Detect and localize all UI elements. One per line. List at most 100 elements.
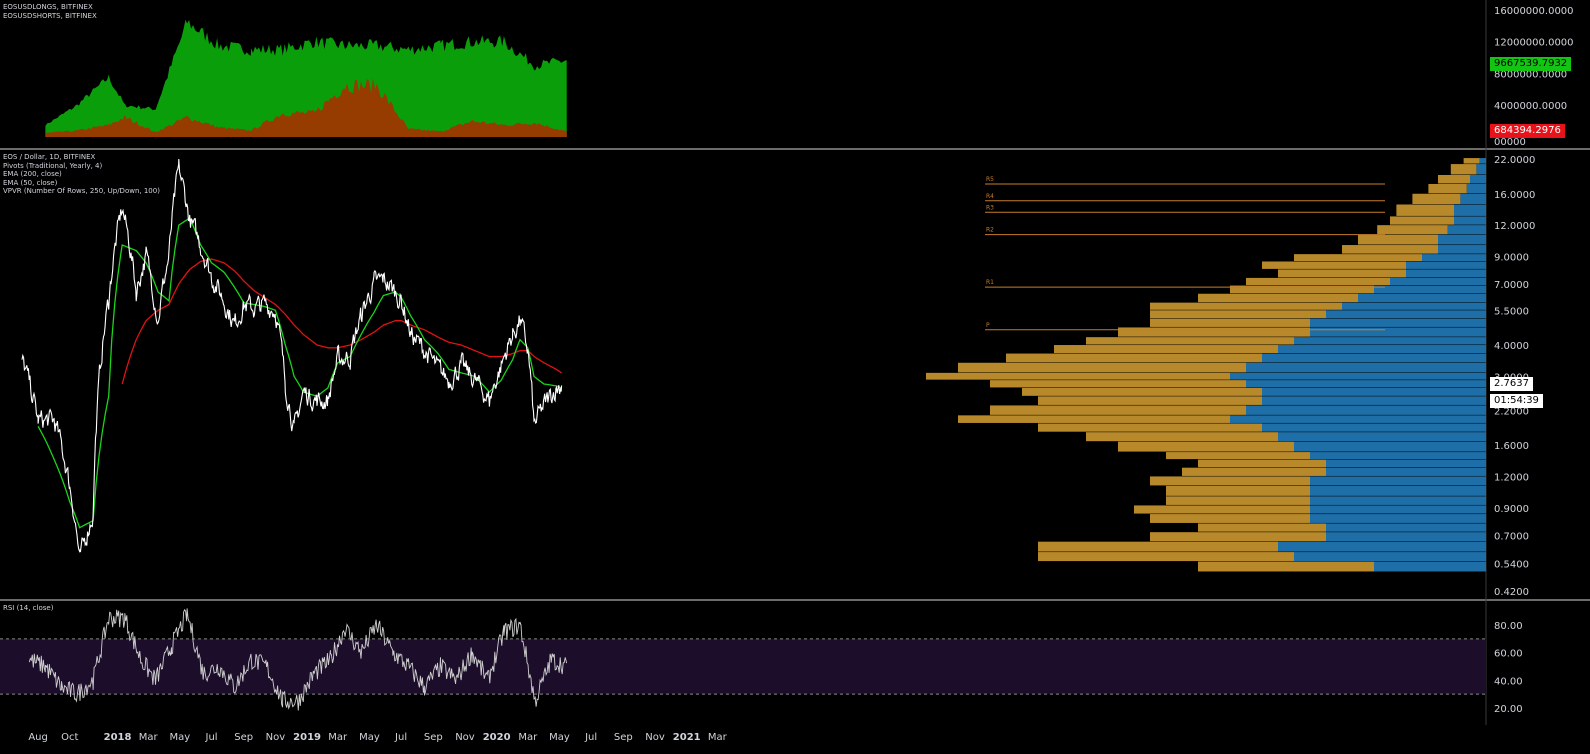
vpvr-up-bar (1166, 485, 1310, 496)
vpvr-down-bar (1246, 405, 1486, 415)
time-axis-label: 2019 (293, 732, 321, 743)
vpvr-up-bar (1054, 345, 1278, 354)
vpvr-up-bar (990, 380, 1246, 388)
vpvr-up-bar (1377, 225, 1448, 235)
price-axis-label: 0.7000 (1494, 531, 1529, 542)
vpvr-down-bar (1262, 387, 1486, 396)
time-axis-label: Mar (328, 732, 348, 743)
shorts-area-series (45, 77, 567, 137)
vpvr-down-bar (1374, 561, 1486, 572)
vpvr-down-bar (1479, 158, 1486, 164)
legend-rsi[interactable]: RSI (14, close) (3, 604, 54, 612)
vpvr-up-bar (1342, 245, 1438, 254)
price-axis-label: 7.0000 (1494, 280, 1529, 291)
legend-ema50[interactable]: EMA (50, close) (3, 178, 58, 187)
vpvr-down-bar (1422, 254, 1486, 262)
top-axis-label: 16000000.0000 (1494, 6, 1574, 17)
vpvr-down-bar (1374, 285, 1486, 294)
vpvr-up-bar (1150, 476, 1310, 486)
vpvr-down-bar (1310, 514, 1486, 523)
time-axis-label: Mar (518, 732, 538, 743)
vpvr-down-bar (1278, 432, 1486, 442)
vpvr-down-bar (1294, 552, 1486, 562)
vpvr-down-bar (1310, 505, 1486, 514)
vpvr-up-bar (1463, 158, 1480, 164)
pivot-label-r5: R5 (986, 176, 994, 183)
vpvr-down-bar (1310, 452, 1486, 460)
top-axis-label: 12000000.0000 (1494, 38, 1574, 49)
time-axis-label: Oct (61, 732, 78, 743)
time-axis-label: 2020 (483, 732, 511, 743)
vpvr-down-bar (1358, 293, 1486, 303)
vpvr-down-bar (1246, 362, 1486, 373)
legend-longs: EOSUSDLONGS, BITFINEX (3, 3, 93, 11)
legend-pivots[interactable]: Pivots (Traditional, Yearly, 4) (3, 161, 103, 170)
top-axis-label: 00000 (1494, 137, 1526, 148)
vpvr-down-bar (1294, 337, 1486, 345)
vpvr-up-bar (1438, 174, 1470, 184)
vpvr-up-bar (1278, 269, 1406, 278)
rsi-axis-label: 40.00 (1494, 676, 1523, 687)
time-axis-label: 2018 (104, 732, 132, 743)
time-axis-label: May (170, 732, 191, 743)
legend-vpvr[interactable]: VPVR (Number Of Rows, 250, Up/Down, 100) (3, 187, 160, 195)
price-axis-label: 0.4200 (1494, 587, 1529, 598)
vpvr-up-bar (1038, 541, 1278, 552)
vpvr-down-bar (1246, 380, 1486, 388)
price-axis-label: 0.5400 (1494, 560, 1529, 571)
vpvr-up-bar (1450, 164, 1477, 175)
price-axis-label: 1.6000 (1494, 441, 1529, 452)
vpvr-up-bar (1390, 216, 1454, 225)
vpvr-up-bar (1230, 285, 1374, 294)
vpvr-down-bar (1310, 496, 1486, 505)
pivot-label-r1: R1 (986, 279, 994, 286)
longs-area-series (45, 19, 567, 138)
time-axis-label: Nov (455, 732, 475, 743)
vpvr-up-bar (1198, 523, 1326, 532)
vpvr-up-bar (1086, 337, 1294, 345)
vpvr-up-bar (1166, 452, 1310, 460)
top-pane-legend: EOSUSDLONGS, BITFINEX EOSUSDSHORTS, BITF… (3, 3, 97, 20)
vpvr-up-bar (1022, 387, 1262, 396)
vpvr-up-bar (1198, 561, 1374, 572)
rsi-axis-label: 80.00 (1494, 621, 1523, 632)
legend-ema200[interactable]: EMA (200, close) (3, 170, 62, 178)
legend-symbol[interactable]: EOS / Dollar, 1D, BITFINEX (3, 153, 96, 161)
vpvr-down-bar (1278, 541, 1486, 552)
price-tag: 2.7637 (1490, 377, 1533, 391)
price-axis-label: 12.0000 (1494, 221, 1535, 232)
vpvr-down-bar (1262, 396, 1486, 405)
vpvr-up-bar (1038, 552, 1294, 562)
time-axis-label: Sep (234, 732, 253, 743)
vpvr-down-bar (1406, 261, 1486, 269)
vpvr-up-bar (1134, 505, 1310, 514)
vpvr-down-bar (1310, 485, 1486, 496)
price-axis-label: 22.0000 (1494, 155, 1535, 166)
vpvr-up-bar (1428, 183, 1467, 194)
vpvr-down-bar (1454, 204, 1486, 216)
rsi-band (0, 638, 1486, 695)
time-axis-label: Jul (584, 732, 597, 743)
vpvr-up-bar (1150, 318, 1310, 327)
vpvr-down-bar (1326, 523, 1486, 532)
rsi-axis-label: 60.00 (1494, 649, 1523, 660)
vpvr-up-bar (1358, 234, 1438, 245)
vpvr-down-bar (1310, 327, 1486, 337)
vpvr-up-bar (1006, 353, 1262, 363)
vpvr-up-bar (1118, 327, 1310, 337)
shorts-value-tag: 684394.2976 (1490, 124, 1565, 138)
vpvr-down-bar (1310, 476, 1486, 486)
price-axis-label: 1.2000 (1494, 472, 1529, 483)
time-axis-label: May (549, 732, 570, 743)
time-axis-label: Mar (139, 732, 159, 743)
main-pane-legend: EOS / Dollar, 1D, BITFINEX Pivots (Tradi… (3, 153, 160, 196)
rsi-pane-legend: RSI (14, close) (3, 604, 53, 613)
time-axis-label: Sep (424, 732, 443, 743)
ema200-line (121, 258, 562, 385)
vpvr-up-bar (1150, 310, 1326, 319)
vpvr-up-bar (958, 362, 1246, 373)
time-axis-label: May (359, 732, 380, 743)
vpvr-up-bar (1166, 496, 1310, 505)
time-axis-label: Nov (266, 732, 286, 743)
vpvr-down-bar (1406, 269, 1486, 278)
